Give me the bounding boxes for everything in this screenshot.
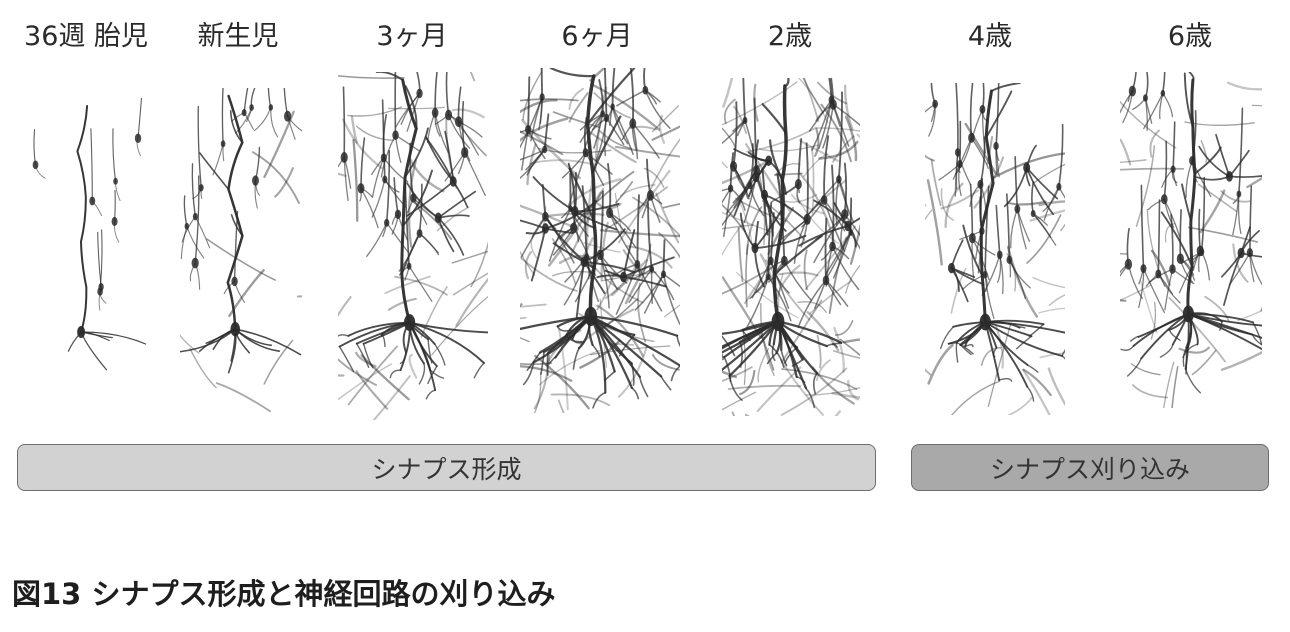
neuron-illustration-3-months: [338, 72, 488, 420]
synapse-formation-bar: シナプス形成: [17, 444, 876, 491]
stage-label-36-weeks-fetus: 36週 胎児: [24, 21, 148, 52]
stage-label-6-months: 6ヶ月: [561, 21, 633, 52]
stage-label-6-years: 6歳: [1167, 21, 1213, 52]
neuron-illustration-6-years: [1120, 72, 1262, 408]
stage-label-newborn: 新生児: [197, 21, 279, 52]
neuron-illustration-4-years: [925, 83, 1065, 415]
figure-caption: 図13 シナプス形成と神経回路の刈り込み: [12, 577, 556, 611]
neuron-illustration-36-weeks-fetus: [28, 98, 146, 423]
neuron-illustration-2-years: [722, 78, 860, 416]
stage-label-4-years: 4歳: [967, 21, 1013, 52]
neuron-illustration-6-months: [520, 68, 680, 413]
stage-label-3-months: 3ヶ月: [376, 21, 448, 52]
neuron-illustration-newborn: [180, 88, 302, 423]
stage-label-2-years: 2歳: [767, 21, 813, 52]
synapse-pruning-bar: シナプス刈り込み: [911, 444, 1269, 491]
